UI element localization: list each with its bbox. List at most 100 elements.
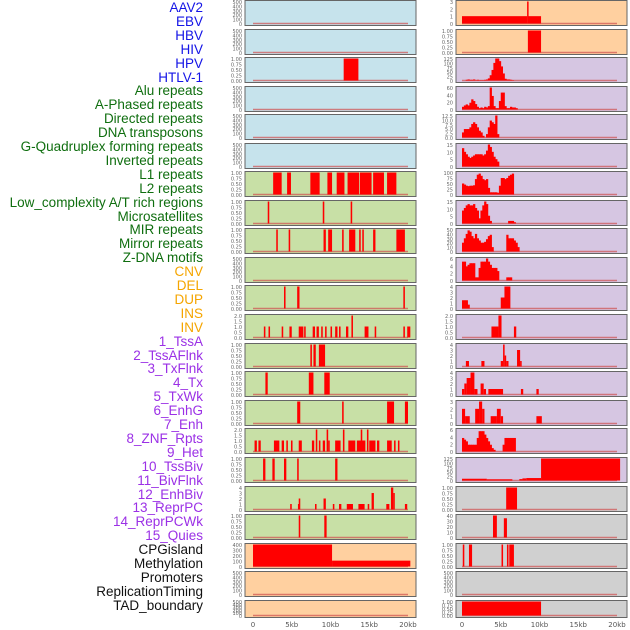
y-tick-label: 0.00 xyxy=(231,393,242,399)
data-bar xyxy=(359,172,372,195)
data-bar xyxy=(493,267,496,281)
data-bar xyxy=(462,242,465,252)
track-label: MIR repeats xyxy=(129,222,203,238)
data-bar xyxy=(403,326,405,338)
data-bar xyxy=(480,107,483,110)
track-panel: 64 20 xyxy=(450,428,628,456)
data-bar xyxy=(491,122,494,138)
data-bar xyxy=(473,238,476,252)
data-bar xyxy=(364,326,369,338)
y-tick-label: 100 xyxy=(232,104,242,110)
y-tick-label: 0 xyxy=(450,108,453,114)
data-bar xyxy=(267,201,270,224)
data-bar xyxy=(473,185,476,195)
data-bar xyxy=(367,504,370,510)
data-bar xyxy=(489,220,492,224)
y-tick-label: 25 xyxy=(447,75,453,81)
data-bar xyxy=(484,106,487,110)
panel-background xyxy=(244,257,417,283)
y-tick-label: 2 xyxy=(450,382,453,388)
data-bar xyxy=(484,201,487,224)
data-bar xyxy=(509,220,513,224)
data-bar xyxy=(497,161,500,167)
data-bar xyxy=(397,440,400,452)
panel-background xyxy=(244,200,417,226)
track-panel: 12.510.07.55.02.50.0 xyxy=(442,114,628,142)
data-bar xyxy=(515,242,518,252)
data-bar xyxy=(464,383,467,395)
x-tick-label: 5kb xyxy=(285,621,299,629)
y-tick-label: 2 xyxy=(450,443,453,449)
y-tick-label: 50 xyxy=(447,182,453,188)
track-panel: 2.01.51.00.50.0 xyxy=(234,428,417,456)
data-bar xyxy=(471,185,474,195)
track-label: 1_TssA xyxy=(158,333,203,349)
data-bar xyxy=(493,106,496,110)
data-bar xyxy=(281,440,284,452)
y-tick-label: 200 xyxy=(232,608,242,614)
data-bar xyxy=(471,444,474,452)
y-tick-label: 0.5 xyxy=(234,445,242,451)
data-bar xyxy=(474,444,478,452)
y-tick-label: 2 xyxy=(239,497,242,503)
data-bar xyxy=(480,154,483,167)
data-bar xyxy=(465,300,468,309)
y-tick-label: 7.5 xyxy=(445,123,453,129)
panel-background xyxy=(455,343,628,369)
data-bar xyxy=(536,416,542,424)
data-bar xyxy=(348,440,356,452)
data-bar xyxy=(463,151,467,167)
y-tick-label: 0.75 xyxy=(231,234,242,240)
track-label: Methylation xyxy=(133,556,203,571)
data-bar xyxy=(258,440,261,452)
data-bar xyxy=(290,440,293,452)
track-label: 10_TssBiv xyxy=(141,458,203,474)
data-bar xyxy=(511,220,515,224)
y-tick-label: 0.75 xyxy=(231,291,242,297)
data-bar xyxy=(482,135,485,138)
y-tick-label: 0.0 xyxy=(234,336,242,342)
y-tick-label: 75 xyxy=(447,66,453,72)
y-tick-label: 100 xyxy=(232,611,242,617)
data-bar xyxy=(387,172,397,195)
data-bar xyxy=(483,389,487,395)
data-bar xyxy=(509,544,514,567)
data-bar xyxy=(471,205,474,224)
data-bar xyxy=(469,205,472,224)
y-tick-label: 200 xyxy=(232,554,242,560)
data-bar xyxy=(509,79,513,81)
data-bar xyxy=(463,207,467,224)
y-tick-label: 30 xyxy=(447,237,453,243)
y-tick-label: 0.5 xyxy=(234,331,242,337)
data-bar xyxy=(485,79,489,81)
y-tick-label: 400 xyxy=(232,4,242,10)
data-bar xyxy=(506,286,509,309)
data-bar xyxy=(508,175,511,195)
y-tick-label: 1.00 xyxy=(231,285,242,291)
y-tick-label: 1.5 xyxy=(445,320,453,326)
data-bar xyxy=(489,234,492,252)
data-bar xyxy=(467,264,470,281)
data-bar xyxy=(536,389,539,395)
y-tick-label: 1.0 xyxy=(445,325,453,331)
y-tick-label: 0.00 xyxy=(442,51,453,57)
track-label: Microsatellites xyxy=(117,208,203,224)
y-tick-label: 20 xyxy=(447,241,453,247)
track-label: INS xyxy=(180,305,203,321)
y-tick-label: 3 xyxy=(239,492,242,498)
data-bar xyxy=(491,326,499,338)
data-bar xyxy=(498,315,502,338)
data-bar xyxy=(485,150,489,167)
data-bar xyxy=(336,172,345,195)
data-bar xyxy=(485,107,489,110)
data-bar xyxy=(474,179,478,195)
y-tick-label: 10 xyxy=(447,150,453,156)
y-tick-label: 200 xyxy=(232,99,242,105)
y-tick-label: 0.00 xyxy=(231,536,242,542)
y-tick-label: 400 xyxy=(443,575,453,581)
data-bar xyxy=(473,263,476,281)
data-bar xyxy=(485,134,489,138)
y-tick-label: 100 xyxy=(443,61,453,67)
